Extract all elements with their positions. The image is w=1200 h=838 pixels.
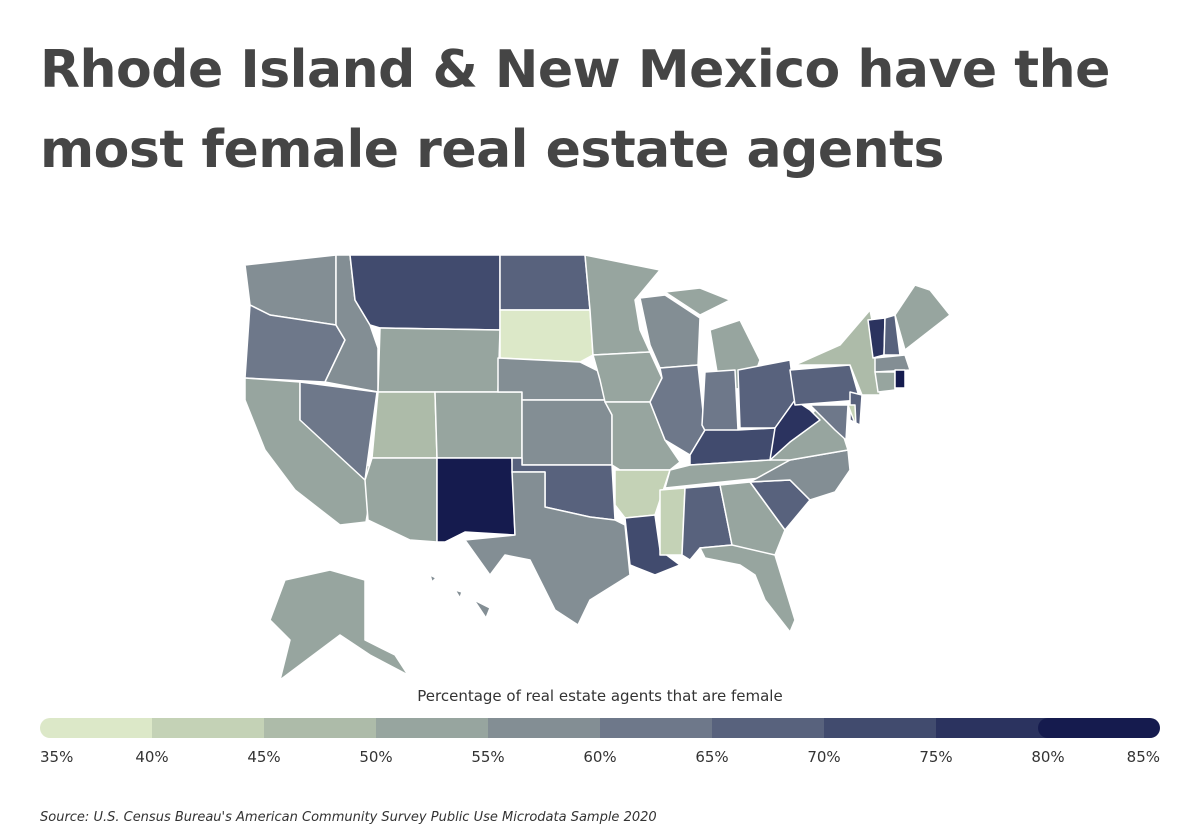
legend-tick-label: 55% bbox=[471, 748, 504, 766]
legend-tick-label: 45% bbox=[247, 748, 280, 766]
region bbox=[624, 514, 681, 576]
region bbox=[499, 309, 594, 363]
legend-swatch bbox=[264, 718, 376, 738]
legend-tick-label: 35% bbox=[40, 748, 73, 766]
legend-swatch bbox=[488, 718, 600, 738]
legend-swatch bbox=[40, 718, 162, 738]
region bbox=[874, 371, 896, 393]
region bbox=[434, 391, 523, 459]
region bbox=[649, 364, 706, 456]
legend-tick-label: 75% bbox=[919, 748, 952, 766]
region bbox=[269, 569, 409, 681]
region bbox=[874, 354, 911, 373]
legend: 35% 40% 45% 50% 55% 60% 65% 70% 75% 80% 85% bbox=[40, 718, 1160, 766]
legend-tick-label: 60% bbox=[583, 748, 616, 766]
legend-tick-label: 85% bbox=[1127, 748, 1160, 766]
region bbox=[699, 544, 796, 633]
legend-title: Percentage of real estate agents that ar… bbox=[417, 687, 782, 705]
legend-swatch bbox=[376, 718, 488, 738]
legend-swatch bbox=[936, 718, 1048, 738]
regions bbox=[244, 254, 951, 681]
legend-tick-label: 50% bbox=[359, 748, 392, 766]
title: Rhode Island & New Mexico have the most … bbox=[40, 40, 1110, 180]
region bbox=[371, 391, 438, 459]
source: Source: U.S. Census Bureau's American Co… bbox=[40, 810, 657, 825]
legend-swatch bbox=[1038, 718, 1160, 738]
legend-tick-label: 40% bbox=[135, 748, 168, 766]
region bbox=[894, 284, 951, 351]
region bbox=[377, 327, 501, 393]
legend-tick-label: 65% bbox=[695, 748, 728, 766]
region bbox=[592, 351, 663, 403]
region bbox=[436, 457, 516, 543]
legend-swatch bbox=[824, 718, 936, 738]
region bbox=[349, 254, 501, 331]
region bbox=[499, 254, 591, 311]
region bbox=[429, 574, 437, 583]
region bbox=[364, 457, 438, 543]
legend-swatch bbox=[152, 718, 264, 738]
map: Percentage of real estate agents that ar… bbox=[40, 254, 1160, 766]
legend-swatch bbox=[712, 718, 824, 738]
region bbox=[454, 589, 463, 599]
region bbox=[473, 599, 491, 619]
region bbox=[584, 254, 661, 356]
region bbox=[521, 399, 613, 466]
legend-swatch bbox=[600, 718, 712, 738]
region bbox=[894, 369, 906, 389]
region bbox=[847, 404, 857, 427]
region bbox=[664, 287, 731, 316]
region bbox=[464, 471, 631, 626]
region bbox=[659, 487, 686, 556]
region bbox=[809, 404, 849, 441]
legend-tick-label: 70% bbox=[807, 748, 840, 766]
legend-tick-label: 80% bbox=[1031, 748, 1064, 766]
